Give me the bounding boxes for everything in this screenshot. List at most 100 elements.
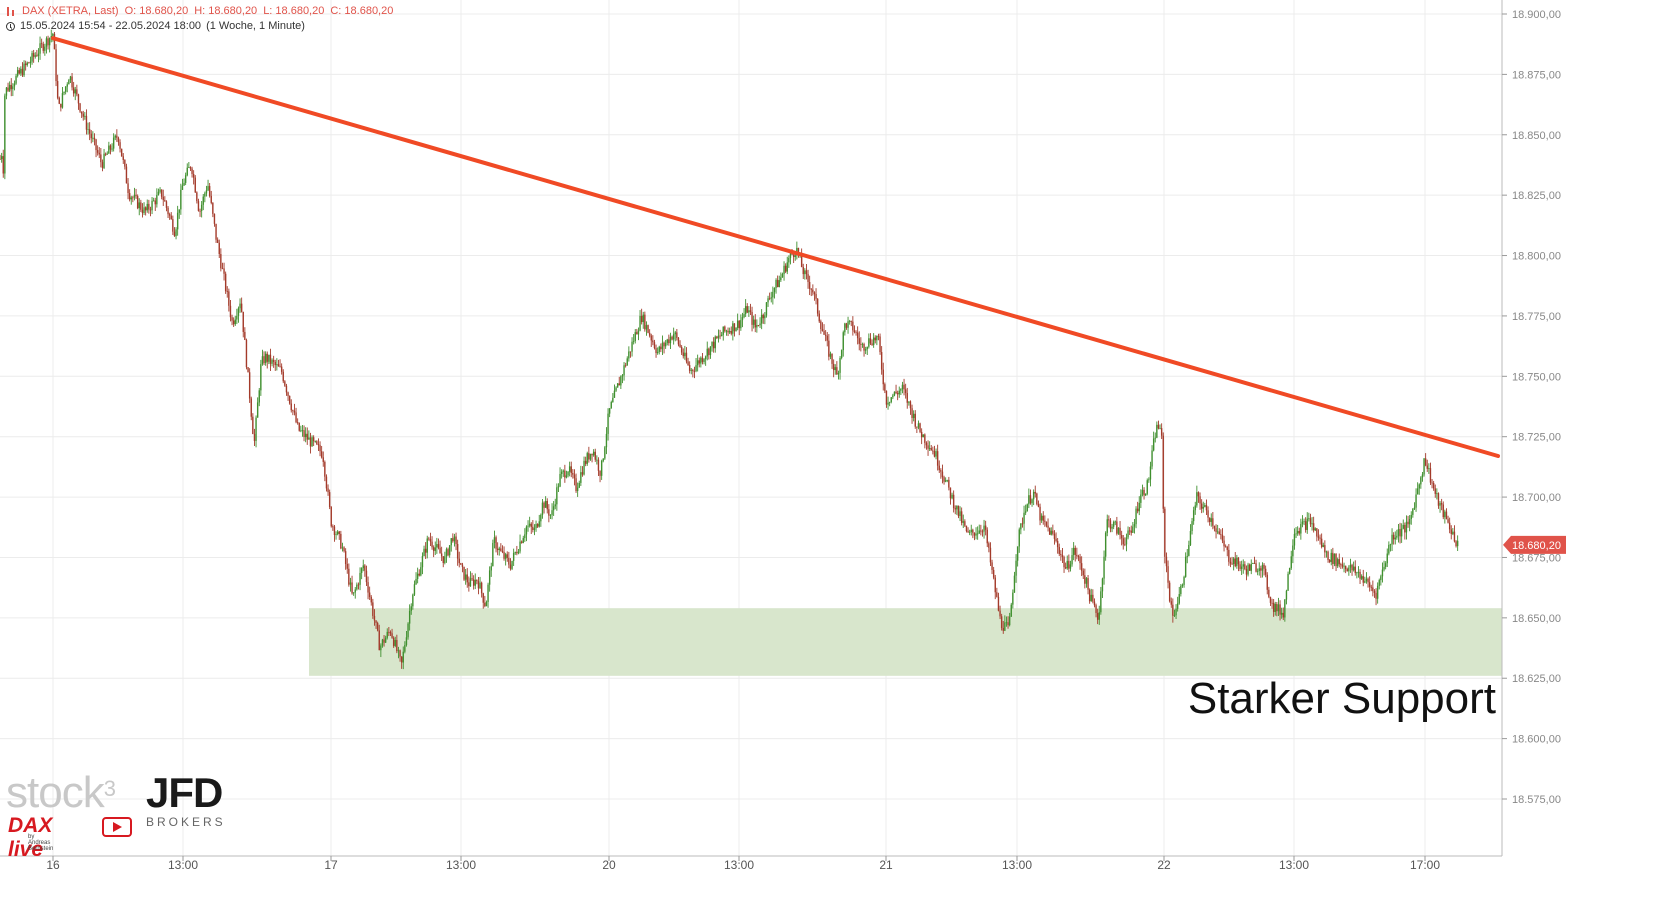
candle-body <box>972 529 974 533</box>
candle-body <box>1018 529 1020 547</box>
candle-body <box>1357 571 1360 573</box>
candle-body <box>1309 518 1312 525</box>
candle-body <box>188 167 190 168</box>
jfd-brokers-text: BROKERS <box>146 815 226 829</box>
candle-body <box>309 437 312 447</box>
candle-body <box>589 453 592 460</box>
x-tick-label: 20 <box>602 858 616 872</box>
candle-body <box>300 430 302 432</box>
candle-body <box>604 447 606 459</box>
candle-body <box>1247 564 1249 575</box>
candle-body <box>709 346 712 356</box>
candle-body <box>720 334 723 337</box>
candle-body <box>448 545 451 556</box>
candle-body <box>869 338 872 344</box>
candle-body <box>357 584 360 586</box>
candle-body <box>128 193 131 200</box>
candle-body <box>602 458 604 461</box>
candle-body <box>71 76 73 88</box>
candle-body <box>911 408 913 419</box>
candle-body <box>917 423 920 428</box>
candle-body <box>1119 527 1121 536</box>
candle-body <box>146 203 148 211</box>
candle-body <box>576 487 579 492</box>
candle-body <box>410 606 412 611</box>
candle-body <box>832 363 835 371</box>
candle-body <box>706 348 708 357</box>
candle-body <box>1364 581 1366 583</box>
y-axis-ticks: 18.575,00 18.600,00 18.625,00 18.650,00 18.6… <box>1502 9 1561 806</box>
candle-body <box>492 542 494 567</box>
candle-body <box>672 334 675 340</box>
candle-body <box>221 268 224 270</box>
candle-body <box>167 207 169 215</box>
candle-body <box>1332 552 1334 564</box>
candle-body <box>1068 560 1070 569</box>
candle-body <box>1037 504 1040 507</box>
candle-body <box>84 115 86 117</box>
candle-body <box>704 356 707 360</box>
candle-body <box>354 589 356 593</box>
candle-body <box>133 194 136 198</box>
candle-body <box>338 531 340 534</box>
candle-body <box>96 150 99 153</box>
candle-body <box>996 592 998 597</box>
candle-body <box>578 482 580 488</box>
candle-body <box>968 531 971 533</box>
candle-body <box>1005 622 1008 624</box>
interval-label: (1 Woche, 1 Minute) <box>206 20 305 32</box>
candle-body <box>890 397 892 402</box>
last-price-tag-shape <box>1503 535 1566 554</box>
candle-body <box>18 70 20 74</box>
candle-body <box>120 148 123 157</box>
candle-body <box>210 195 212 203</box>
candle-body <box>1388 544 1390 554</box>
candle-body <box>580 472 582 483</box>
clock-icon[interactable] <box>6 22 15 31</box>
candle-body <box>730 331 732 334</box>
candle-body <box>511 560 513 569</box>
candle-body <box>605 433 608 448</box>
candle-body <box>1133 524 1136 527</box>
candle-body <box>1221 534 1224 541</box>
candle-body <box>88 129 91 134</box>
candle-body <box>112 137 115 149</box>
ohlc-icon[interactable] <box>6 7 16 16</box>
candle-body <box>512 552 515 561</box>
candle-body <box>455 536 457 545</box>
candle-body <box>1148 479 1150 481</box>
candle-body <box>1016 546 1019 561</box>
candle-body <box>756 324 758 328</box>
candle-body <box>484 602 486 607</box>
candle-body <box>1268 589 1270 597</box>
candle-body <box>1048 527 1051 535</box>
candle-body <box>1000 616 1003 628</box>
candle-body <box>805 270 808 275</box>
candle-body <box>247 367 249 373</box>
candle-body <box>639 315 641 331</box>
candle-body <box>1138 502 1140 512</box>
candle-body <box>47 38 49 46</box>
candle-body <box>938 465 940 471</box>
candle-body <box>284 381 286 386</box>
candle-body <box>1132 526 1134 533</box>
candle-body <box>1149 466 1152 480</box>
candle-body <box>746 306 748 313</box>
open-value: O: 18.680,20 <box>124 5 189 17</box>
candle-body <box>111 148 113 150</box>
candle-body <box>1384 563 1387 567</box>
candle-body <box>421 555 424 568</box>
candle-body <box>352 592 355 594</box>
candle-body <box>396 639 398 652</box>
candle-body <box>962 521 964 523</box>
candle-body <box>581 472 584 475</box>
candle-body <box>1239 564 1241 569</box>
candle-body <box>860 343 862 345</box>
candle-body <box>301 430 304 432</box>
candle-body <box>508 557 510 565</box>
candle-body <box>1375 592 1377 599</box>
candle-body <box>557 486 560 488</box>
candle-body <box>679 344 681 347</box>
candle-body <box>1015 560 1017 576</box>
